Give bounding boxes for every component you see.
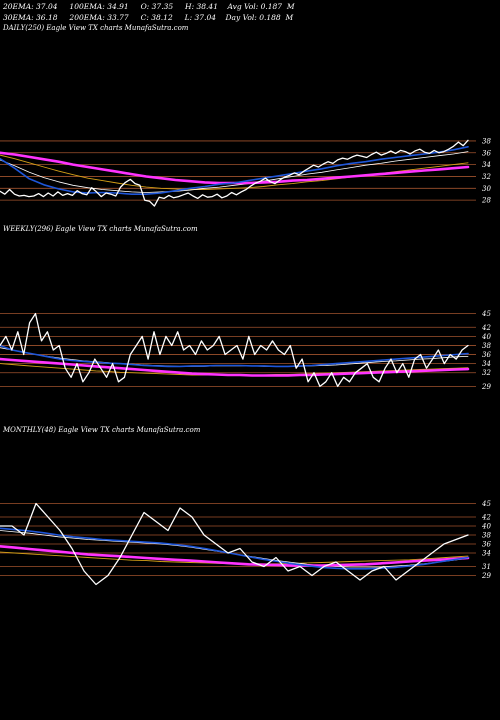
panel-title: MONTHLY(48) Eagle View TX charts MunafaS…	[2, 426, 201, 434]
y-tick-label: 42	[481, 324, 491, 332]
y-tick-label: 38	[482, 342, 491, 350]
y-tick-label: 34	[482, 360, 491, 368]
y-tick-label: 28	[481, 197, 491, 205]
header-line-1: 20EMA: 37.04 100EMA: 34.91 O: 37.35 H: 3…	[3, 2, 295, 11]
y-tick-label: 45	[481, 500, 491, 508]
series-line-price	[0, 139, 469, 207]
y-tick-label: 32	[482, 369, 491, 377]
series-line-ema20	[0, 146, 469, 195]
panel-title: WEEKLY(296) Eagle View TX charts MunafaS…	[3, 225, 198, 233]
y-tick-label: 30	[482, 185, 491, 193]
series-line-ema20	[0, 527, 469, 570]
y-tick-label: 38	[482, 532, 491, 540]
y-tick-label: 45	[481, 310, 491, 318]
y-tick-label: 40	[481, 523, 491, 531]
panel-title: DAILY(250) Eagle View TX charts MunafaSu…	[2, 24, 189, 32]
y-tick-label: 31	[482, 563, 491, 571]
y-tick-label: 36	[482, 149, 491, 157]
y-tick-label: 40	[481, 333, 491, 341]
series-line-ema200	[0, 544, 470, 567]
y-tick-label: 38	[482, 137, 491, 145]
header-line-2: 30EMA: 36.18 200EMA: 33.77 C: 38.12 L: 3…	[3, 13, 294, 22]
y-tick-label: 29	[481, 383, 491, 391]
y-tick-label: 36	[482, 541, 491, 549]
series-line-ema30	[0, 151, 469, 193]
y-tick-label: 32	[482, 173, 491, 181]
y-tick-label: 34	[482, 550, 491, 558]
y-tick-label: 36	[482, 351, 491, 359]
series-line-price	[0, 502, 469, 586]
y-tick-label: 29	[481, 572, 491, 580]
y-tick-label: 34	[482, 161, 491, 169]
series-line-price	[0, 312, 469, 388]
y-tick-label: 42	[481, 514, 491, 522]
